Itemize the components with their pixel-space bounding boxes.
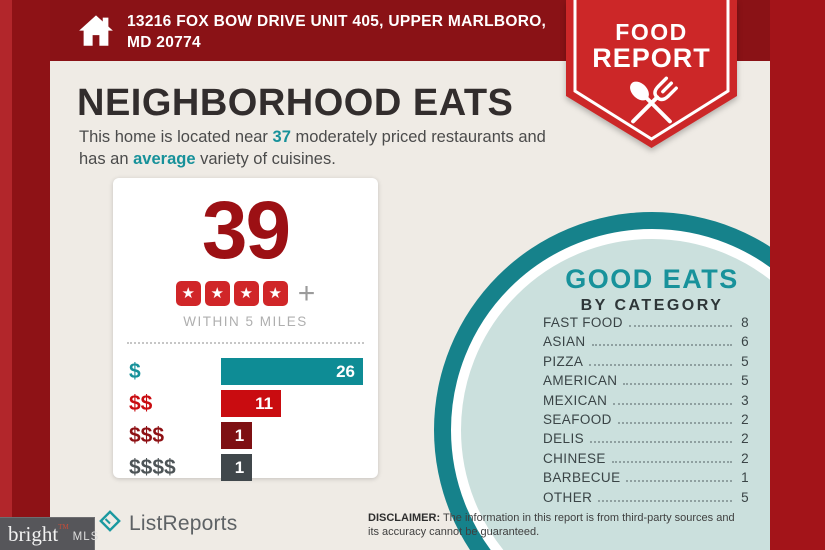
list-item: OTHER 5 <box>543 490 749 509</box>
list-item: MEXICAN 3 <box>543 393 749 412</box>
good-eats-circle: GOOD EATS BY CATEGORY FAST FOOD 8 ASIAN 6 … <box>451 229 825 550</box>
price-label: $$$$ <box>129 455 176 479</box>
good-eats-title: GOOD EATS <box>565 264 739 294</box>
dotted-leader <box>590 441 732 444</box>
category-name: ASIAN <box>543 334 586 350</box>
house-icon <box>78 11 114 54</box>
page-title: NEIGHBORHOOD EATS <box>77 82 514 124</box>
list-item: FAST FOOD 8 <box>543 315 749 334</box>
address-banner: 13216 FOX BOW DRIVE UNIT 405, UPPER MARL… <box>50 0 770 61</box>
bar: 26 <box>221 358 363 385</box>
plus-icon: + <box>297 276 316 310</box>
category-name: PIZZA <box>543 353 584 369</box>
variety-accent: average <box>133 149 196 168</box>
list-item: CHINESE 2 <box>543 451 749 470</box>
category-value: 6 <box>741 334 749 350</box>
dotted-leader <box>611 460 732 463</box>
good-eats-subtitle: BY CATEGORY <box>580 297 724 314</box>
category-value: 2 <box>741 450 749 466</box>
bright-mls-watermark: brightTM MLS <box>0 517 98 550</box>
bar-row: $$$ 1 <box>129 422 363 449</box>
category-value: 5 <box>741 489 749 505</box>
page-subtitle: This home is located near 37 moderately … <box>79 128 546 168</box>
price-label: $ <box>129 359 141 383</box>
dotted-divider <box>127 342 364 344</box>
category-value: 5 <box>741 353 749 369</box>
bar-row: $ 26 <box>129 358 363 385</box>
star-icon: ★ <box>175 281 201 306</box>
list-item: DELIS 2 <box>543 431 749 450</box>
category-list: FAST FOOD 8 ASIAN 6 PIZZA 5 AMERICAN 5 MEXIC… <box>543 315 749 509</box>
crossed-utensils-icon <box>630 76 678 124</box>
list-item: AMERICAN 5 <box>543 373 749 392</box>
listreports-diamond-icon <box>98 509 122 538</box>
bright-mls-suffix: MLS <box>72 531 100 544</box>
category-value: 1 <box>741 470 749 486</box>
bright-mls-brand: brightTM <box>8 522 69 546</box>
star-icon: ★ <box>233 281 259 306</box>
listreports-logo: ListReports <box>98 509 237 538</box>
category-value: 8 <box>741 315 749 330</box>
listreports-brand-text: ListReports <box>129 511 238 535</box>
rating-row: ★ ★ ★ ★ + <box>113 276 378 310</box>
list-item: SEAFOOD 2 <box>543 412 749 431</box>
category-name: CHINESE <box>543 450 606 466</box>
category-name: AMERICAN <box>543 373 618 389</box>
property-address: 13216 FOX BOW DRIVE UNIT 405, UPPER MARL… <box>127 13 547 51</box>
price-bar-chart: $ 26 $$ 11 $$$ 1 $$$$ 1 <box>113 344 378 481</box>
category-name: BARBECUE <box>543 470 621 486</box>
list-item: PIZZA 5 <box>543 354 749 373</box>
category-value: 5 <box>741 373 749 389</box>
category-value: 2 <box>741 431 749 447</box>
dotted-leader <box>613 402 732 405</box>
bar-value: 1 <box>234 457 245 477</box>
bar-track: 11 <box>221 390 363 417</box>
bar: 11 <box>221 390 282 417</box>
bar-track: 1 <box>221 422 363 449</box>
star-icon: ★ <box>204 281 230 306</box>
bar-track: 26 <box>221 358 363 385</box>
dotted-leader <box>626 480 732 483</box>
bar-value: 1 <box>234 425 245 445</box>
list-item: BARBECUE 1 <box>543 470 749 489</box>
bar-value: 26 <box>336 361 355 381</box>
category-name: OTHER <box>543 489 593 505</box>
dotted-leader <box>591 344 732 347</box>
category-value: 3 <box>741 392 749 408</box>
star-icon: ★ <box>262 281 288 306</box>
dotted-leader <box>617 421 732 424</box>
dotted-leader <box>598 499 732 502</box>
badge-line1: FOOD <box>615 19 687 45</box>
right-red-strip <box>770 0 825 550</box>
disclaimer: DISCLAIMER: The information in this repo… <box>368 512 735 539</box>
rating-stars: ★ ★ ★ ★ <box>175 281 288 306</box>
good-eats-header: GOOD EATS BY CATEGORY <box>461 264 825 315</box>
category-value: 2 <box>741 411 749 427</box>
dotted-leader <box>628 325 732 327</box>
bar: 1 <box>221 454 253 481</box>
disclaimer-label: DISCLAIMER: <box>368 512 441 524</box>
restaurant-count-accent: 37 <box>272 128 291 146</box>
category-name: SEAFOOD <box>543 411 612 427</box>
bar-row: $$$$ 1 <box>129 454 363 481</box>
dotted-leader <box>589 363 732 366</box>
bar-row: $$ 11 <box>129 390 363 417</box>
dotted-leader <box>623 383 732 386</box>
bar-value: 11 <box>255 393 274 413</box>
bar: 1 <box>221 422 253 449</box>
summary-card: 39 ★ ★ ★ ★ + WITHIN 5 MILES $ 26 $$ 11 $$$ … <box>113 178 378 481</box>
badge-line2: REPORT <box>592 43 711 73</box>
radius-label: WITHIN 5 MILES <box>183 314 308 329</box>
price-label: $$$ <box>129 423 165 447</box>
restaurant-count: 39 <box>201 185 291 276</box>
bar-track: 1 <box>221 454 363 481</box>
category-name: MEXICAN <box>543 392 608 408</box>
category-name: DELIS <box>543 431 585 447</box>
food-report-badge: FOOD REPORT <box>566 0 737 157</box>
category-name: FAST FOOD <box>543 315 623 330</box>
left-red-strip <box>0 0 50 550</box>
price-label: $$ <box>129 391 153 415</box>
list-item: ASIAN 6 <box>543 334 749 353</box>
